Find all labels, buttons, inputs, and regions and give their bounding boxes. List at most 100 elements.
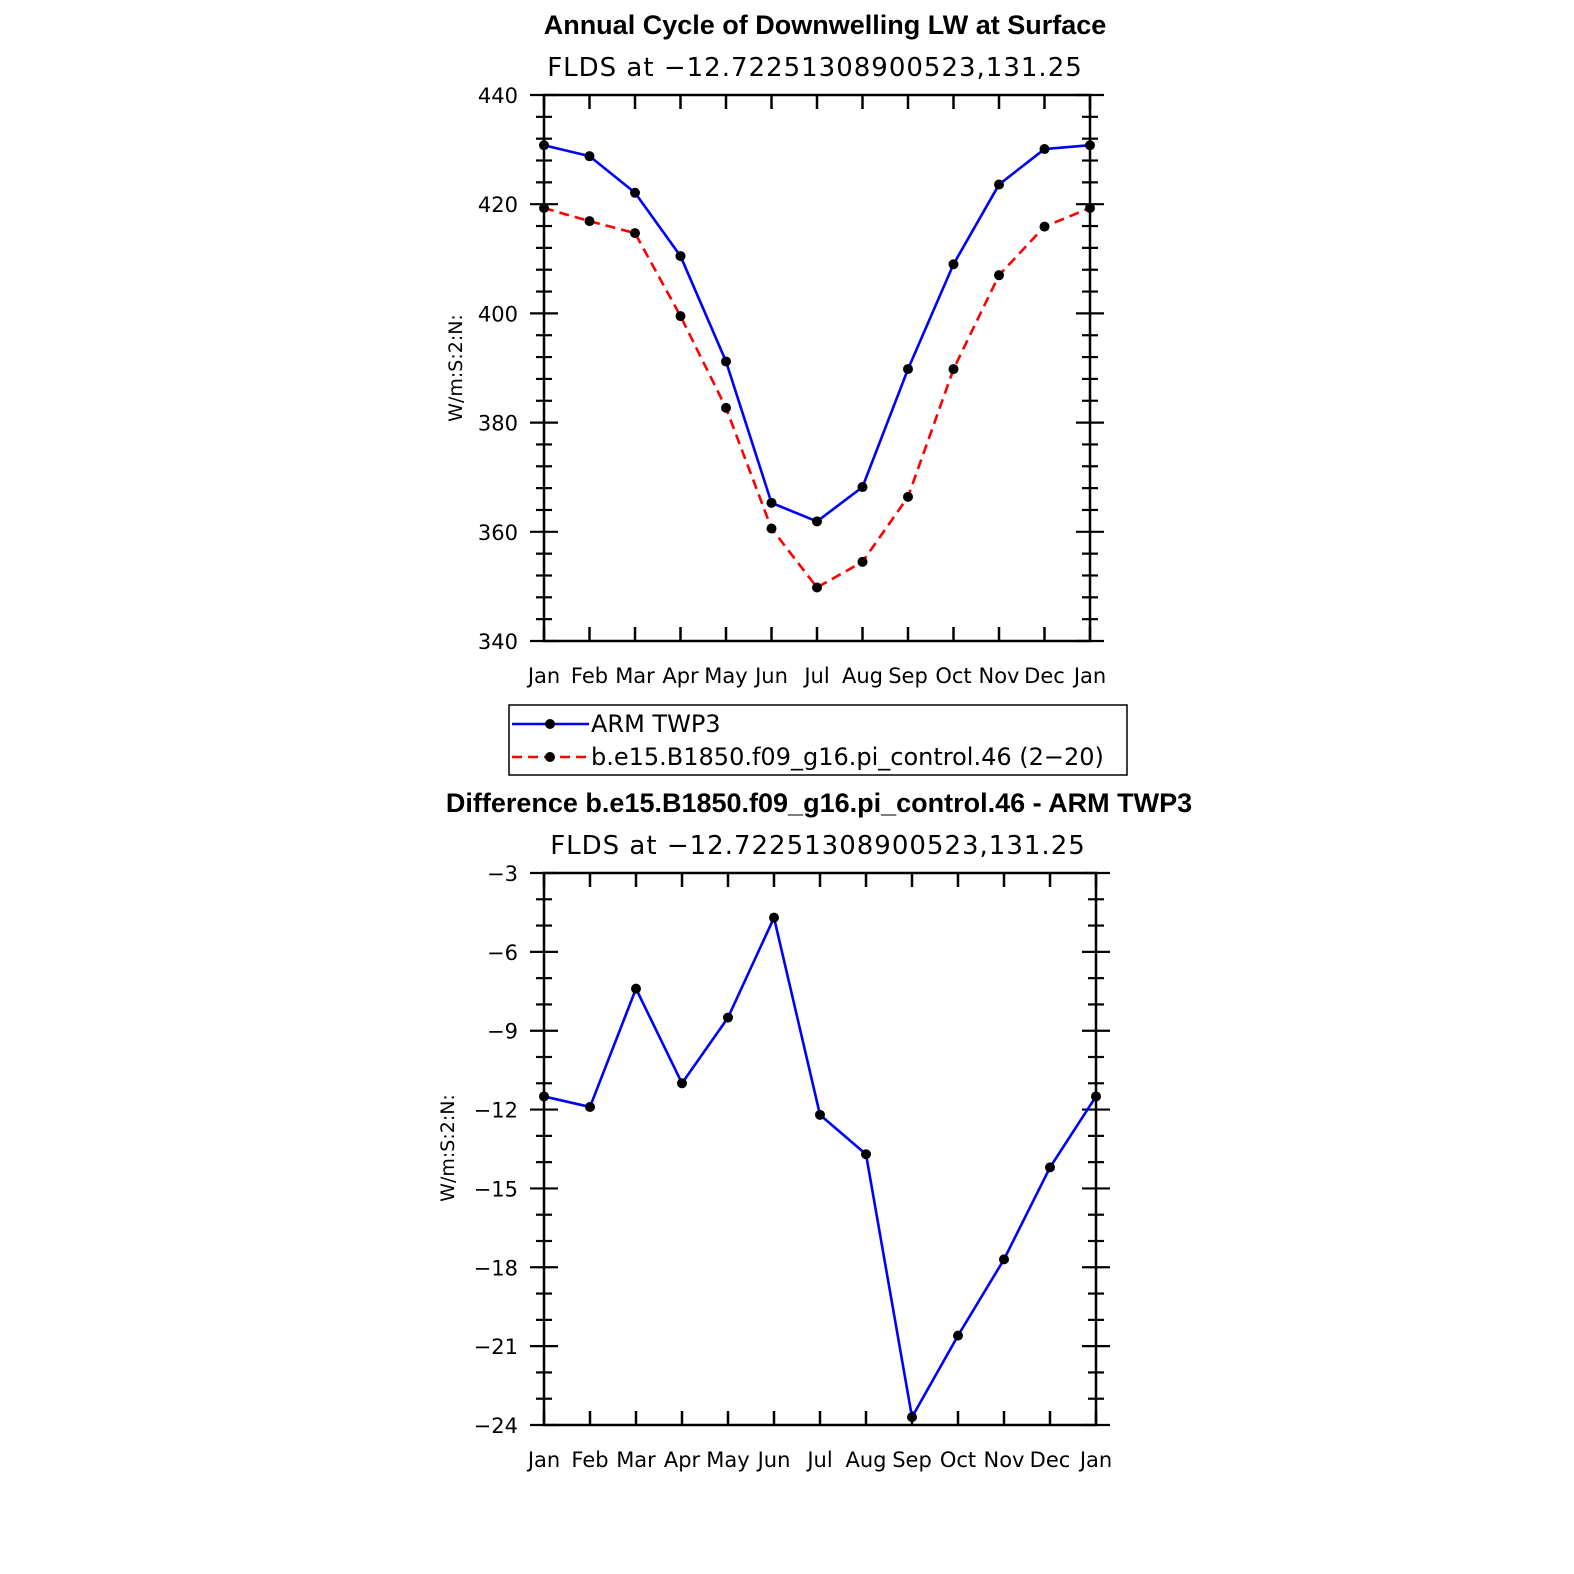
x-tick-label: Jun — [753, 664, 788, 688]
y-tick-label: 400 — [478, 302, 518, 326]
data-point — [953, 1330, 963, 1341]
data-points — [539, 140, 1095, 593]
data-point — [1085, 140, 1095, 151]
data-point — [861, 1149, 871, 1160]
data-point — [815, 1109, 825, 1120]
data-point — [721, 356, 731, 367]
chart-subtitle: FLDS at −12.72251308900523,131.25 — [547, 53, 1083, 83]
legend: ARM TWP3 b.e15.B1850.f09_g16.pi_control.… — [508, 704, 1128, 776]
y-tick-label: −9 — [487, 1020, 518, 1044]
data-point — [721, 402, 731, 413]
y-tick-label: 420 — [478, 193, 518, 217]
legend-label-arm-twp3: ARM TWP3 — [591, 710, 721, 738]
data-point — [948, 364, 959, 375]
y-tick-label: 440 — [478, 84, 518, 108]
data-point — [994, 179, 1004, 190]
x-tick-label: Sep — [892, 1448, 932, 1472]
y-tick-label: 340 — [478, 630, 518, 654]
data-point — [1039, 144, 1050, 155]
legend-box — [508, 704, 1128, 776]
y-tick-labels: 440 420 400 380 360 340 — [478, 84, 518, 654]
y-tick-label: −6 — [487, 941, 518, 965]
series-line-0 — [543, 143, 1091, 523]
data-point — [675, 311, 686, 322]
data-point — [812, 582, 822, 593]
data-point — [1045, 1162, 1055, 1173]
data-point — [1091, 1091, 1101, 1102]
chart-title: Difference b.e15.B1850.f09_g16.pi_contro… — [446, 788, 1192, 818]
data-point — [903, 364, 913, 375]
x-tick-label: Apr — [664, 1448, 701, 1472]
x-tick-label: May — [704, 664, 747, 688]
data-point — [1085, 203, 1095, 214]
data-point — [630, 228, 640, 239]
data-point — [539, 1091, 549, 1102]
annual-cycle-panel: Annual Cycle of Downwelling LW at Surfac… — [445, 10, 1106, 688]
data-points — [539, 912, 1101, 1423]
x-tick-label: Feb — [571, 1448, 608, 1472]
x-tick-label: Jan — [1078, 1448, 1112, 1472]
x-tick-label: Nov — [984, 1448, 1025, 1472]
legend-marker-model — [545, 752, 555, 762]
x-tick-label: Dec — [1030, 1448, 1071, 1472]
data-point — [766, 523, 777, 534]
data-point — [584, 151, 595, 162]
data-point — [948, 259, 959, 270]
y-tick-label: −3 — [487, 862, 518, 886]
difference-panel: Difference b.e15.B1850.f09_g16.pi_contro… — [437, 788, 1192, 1472]
chart-subtitle: FLDS at −12.72251308900523,131.25 — [550, 831, 1086, 861]
y-tick-label: −18 — [474, 1256, 518, 1280]
data-point — [584, 216, 595, 227]
x-tick-label: Jul — [802, 664, 829, 688]
plot-frame — [542, 871, 1098, 1427]
x-tick-label: Apr — [662, 664, 699, 688]
x-tick-labels: Jan Feb Mar Apr May Jun Jul Aug Sep Oct Nov Dec Jan — [526, 664, 1106, 688]
data-point — [630, 187, 640, 198]
data-point — [1039, 221, 1050, 232]
y-tick-label: −24 — [474, 1414, 518, 1438]
data-point — [994, 270, 1004, 281]
x-tick-label: Sep — [888, 664, 928, 688]
x-tick-labels: Jan Feb Mar Apr May Jun Jul Aug Sep Oct Nov Dec Jan — [526, 1448, 1112, 1472]
x-tick-label: Jun — [756, 1448, 791, 1472]
x-tick-label: Jan — [526, 664, 560, 688]
data-point — [857, 556, 868, 567]
x-tick-label: Jan — [1072, 664, 1106, 688]
y-tick-label: −12 — [474, 1099, 518, 1123]
data-point — [907, 1412, 917, 1423]
y-tick-label: −21 — [474, 1335, 518, 1359]
series-lines — [543, 916, 1098, 1419]
x-tick-label: May — [706, 1448, 749, 1472]
data-point — [585, 1101, 595, 1112]
series-line-0 — [543, 916, 1098, 1419]
x-tick-label: Mar — [615, 664, 655, 688]
y-axis-label: W/m:S:2:N: — [437, 1094, 459, 1202]
data-point — [631, 983, 641, 994]
x-tick-label: Aug — [845, 1448, 886, 1472]
data-point — [769, 912, 779, 923]
y-tick-label: 380 — [478, 412, 518, 436]
data-point — [903, 491, 913, 502]
x-tick-label: Oct — [940, 1448, 976, 1472]
axis-ticks — [530, 93, 1104, 643]
data-point — [812, 516, 822, 527]
x-tick-label: Aug — [842, 664, 883, 688]
data-point — [766, 497, 777, 508]
x-tick-label: Feb — [571, 664, 608, 688]
x-tick-label: Jan — [526, 1448, 560, 1472]
x-tick-label: Oct — [935, 664, 971, 688]
series-line-1 — [543, 206, 1091, 589]
y-tick-label: −15 — [474, 1177, 518, 1201]
x-tick-label: Jul — [805, 1448, 832, 1472]
axis-ticks — [530, 871, 1110, 1427]
chart-title: Annual Cycle of Downwelling LW at Surfac… — [544, 10, 1107, 40]
y-tick-labels: −3 −6 −9 −12 −15 −18 −21 −24 — [474, 862, 518, 1438]
x-tick-label: Dec — [1024, 664, 1065, 688]
y-tick-label: 360 — [478, 521, 518, 545]
data-point — [677, 1078, 687, 1089]
legend-marker-arm-twp3 — [545, 719, 555, 729]
data-point — [539, 203, 549, 214]
y-axis-label: W/m:S:2:N: — [445, 314, 467, 422]
data-point — [539, 140, 549, 151]
